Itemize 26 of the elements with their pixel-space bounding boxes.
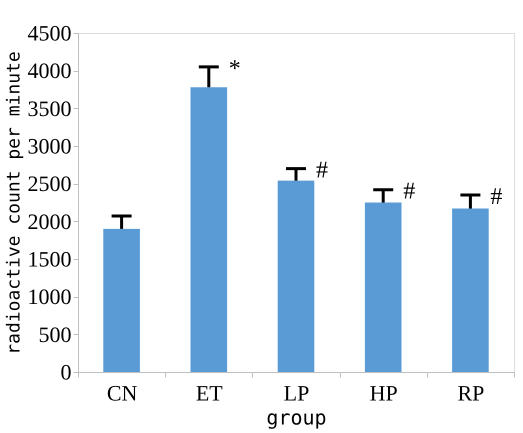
- y-tick-label: 4500: [28, 20, 72, 46]
- x-tick-label: CN: [106, 380, 138, 406]
- bar: [278, 180, 314, 372]
- annotation: *: [228, 56, 241, 82]
- x-tick-label: ET: [196, 380, 224, 406]
- y-tick-label: 3000: [28, 134, 72, 158]
- y-tick-label: 2500: [28, 171, 72, 196]
- annotation: #: [490, 184, 502, 210]
- bar: [364, 202, 402, 372]
- bar: [103, 228, 140, 372]
- bar: [452, 208, 489, 372]
- y-axis-title: radioactive count per minute: [4, 51, 24, 355]
- annotation: #: [316, 158, 328, 184]
- x-axis-title: group: [266, 406, 327, 430]
- y-tick-label: 1000: [28, 284, 72, 310]
- x-tick-label: RP: [457, 380, 484, 406]
- annotation: #: [403, 178, 416, 205]
- bar: [190, 87, 228, 372]
- x-tick-label: LP: [284, 380, 310, 406]
- y-tick-label: 500: [38, 322, 72, 347]
- y-tick-label: 0: [60, 360, 72, 384]
- y-tick-label: 1500: [28, 246, 72, 272]
- y-tick-label: 4000: [28, 58, 72, 84]
- y-tick-label: 2000: [28, 208, 72, 234]
- x-tick-label: HP: [370, 380, 398, 406]
- y-tick-label: 3500: [28, 96, 72, 121]
